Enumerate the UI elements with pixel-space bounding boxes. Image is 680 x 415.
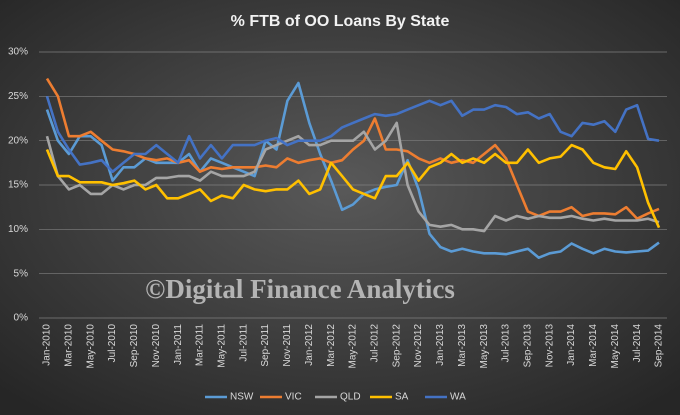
x-tick-label: Nov-2010 (151, 324, 162, 368)
x-tick-label: Mar-2013 (457, 324, 468, 367)
x-tick-label: Mar-2014 (588, 324, 599, 367)
x-tick-label: Jan-2011 (173, 324, 184, 365)
x-tick-label: Jul-2010 (107, 324, 118, 363)
x-tick-label: Jul-2014 (632, 324, 643, 363)
x-tick-label: May-2011 (216, 324, 227, 368)
legend-label: SA (395, 392, 409, 403)
x-tick-label: Sep-2012 (391, 324, 402, 368)
legend-label: NSW (230, 392, 254, 403)
x-tick-label: Nov-2013 (544, 324, 555, 368)
x-tick-label: Jan-2014 (566, 324, 577, 366)
y-tick-label: 0% (14, 313, 29, 324)
x-tick-label: Jan-2010 (42, 324, 53, 366)
legend-label: VIC (285, 392, 302, 403)
y-tick-label: 25% (8, 91, 28, 102)
x-tick-label: Sep-2014 (654, 324, 665, 368)
x-tick-label: May-2014 (610, 324, 621, 369)
x-tick-label: May-2013 (479, 324, 490, 369)
x-tick-label: Nov-2012 (413, 324, 424, 368)
x-tick-label: Jul-2013 (501, 324, 512, 363)
y-tick-label: 10% (8, 224, 28, 235)
x-tick-label: Jul-2012 (369, 324, 380, 363)
x-tick-label: Nov-2011 (282, 324, 293, 367)
x-tick-label: May-2010 (85, 324, 96, 369)
x-tick-label: Sep-2010 (129, 324, 140, 368)
x-tick-label: Jan-2012 (304, 324, 315, 366)
series-line (45, 121, 660, 233)
legend-label: QLD (340, 392, 361, 403)
x-tick-label: Jul-2011 (238, 324, 249, 362)
chart-title: % FTB of OO Loans By State (231, 13, 450, 30)
x-tick-label: Sep-2011 (260, 324, 271, 367)
y-tick-label: 5% (14, 268, 29, 279)
y-tick-label: 20% (8, 135, 28, 146)
x-tick-label: May-2012 (348, 324, 359, 369)
x-tick-label: Mar-2011 (195, 324, 206, 366)
x-tick-label: Jan-2013 (435, 324, 446, 366)
series-line (45, 143, 661, 229)
y-tick-label: 15% (8, 180, 28, 191)
series-line (45, 77, 660, 220)
series-line (45, 95, 660, 173)
y-tick-label: 30% (8, 47, 28, 58)
legend-label: WA (450, 392, 466, 403)
watermark: ©Digital Finance Analytics (145, 274, 455, 304)
x-tick-label: Mar-2012 (326, 324, 337, 367)
x-tick-label: Mar-2010 (63, 324, 74, 367)
x-tick-label: Sep-2013 (522, 324, 533, 368)
